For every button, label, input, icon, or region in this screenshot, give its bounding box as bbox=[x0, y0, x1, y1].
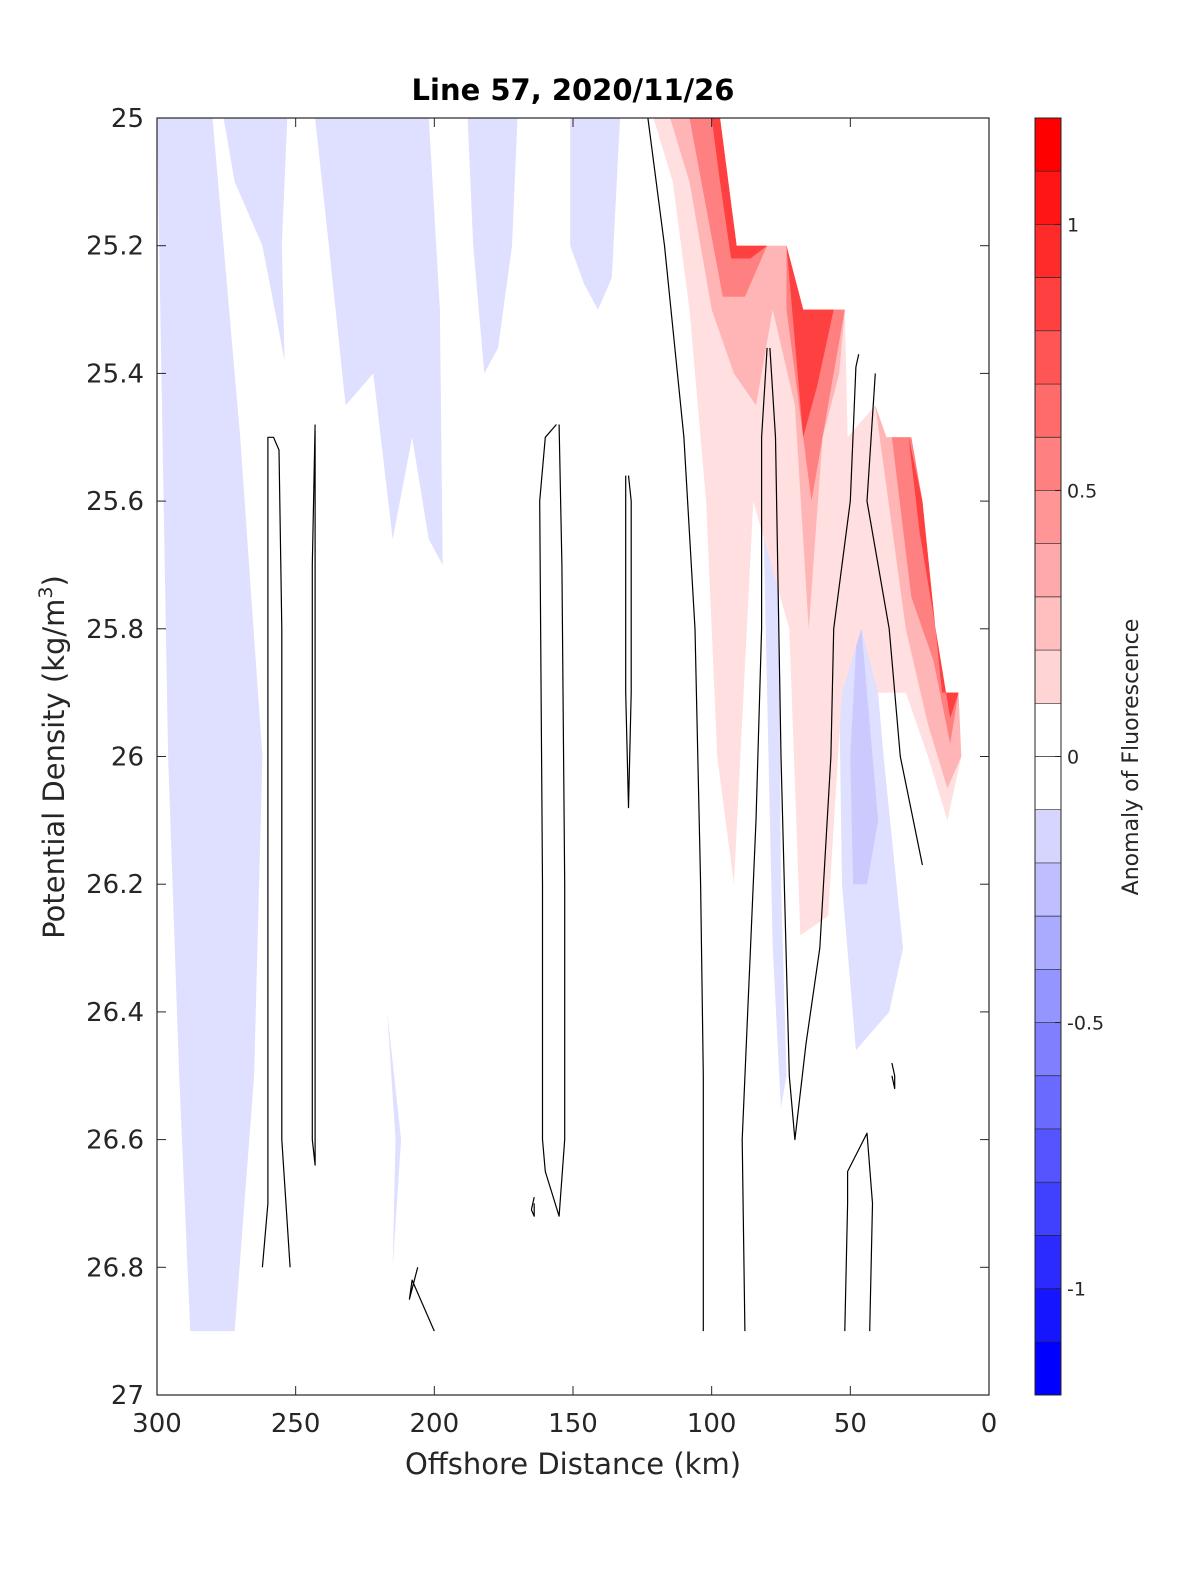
contour-line bbox=[539, 424, 566, 1217]
colorbar-band bbox=[1035, 384, 1061, 438]
colorbar: -1 -0.5 0 0.5 1 Anomaly of Fluorescence bbox=[1034, 117, 1144, 1396]
negative-anomaly-region bbox=[157, 118, 263, 1332]
colorbar-label: Anomaly of Fluorescence bbox=[1119, 619, 1144, 896]
y-axis-ticks: 25 25.2 25.4 25.6 25.8 26 26.2 26.4 26.6 26.8 27 bbox=[86, 104, 989, 1411]
negative-anomaly-region bbox=[761, 437, 787, 1108]
x-axis-label: Offshore Distance (km) bbox=[405, 1447, 741, 1481]
colorbar-bands bbox=[1035, 118, 1061, 1396]
y-tick-label: 25.8 bbox=[86, 615, 144, 645]
plot-area: 300 250 200 150 100 50 0 2525.225.425.625.8262… bbox=[86, 104, 997, 1439]
y-tick-label: 25 bbox=[111, 104, 144, 134]
y-tick-label: 26.8 bbox=[86, 1253, 144, 1283]
contour-line bbox=[530, 1196, 535, 1217]
colorbar-band bbox=[1035, 224, 1061, 279]
negative-anomaly-region bbox=[223, 118, 288, 361]
contour-lines bbox=[261, 118, 923, 1332]
colorbar-tick-label: 0.5 bbox=[1067, 480, 1097, 502]
y-axis-label-close: ) bbox=[37, 575, 71, 586]
negative-anomaly-region bbox=[850, 596, 879, 885]
y-tick-label: 26.6 bbox=[86, 1126, 144, 1156]
y-axis-label-superscript: 3 bbox=[35, 586, 57, 598]
positive-anomaly-region bbox=[786, 245, 834, 438]
contour-line bbox=[311, 424, 316, 1166]
colorbar-band bbox=[1035, 437, 1061, 491]
colorbar-band bbox=[1035, 171, 1061, 225]
contour-line bbox=[408, 1267, 435, 1332]
positive-anomaly-region bbox=[711, 118, 768, 259]
y-tick-label: 26.2 bbox=[86, 870, 144, 900]
colorbar-band bbox=[1035, 1022, 1061, 1077]
colorbar-band bbox=[1035, 1288, 1061, 1343]
contour-line bbox=[866, 373, 923, 866]
x-axis-ticks: 300 250 200 150 100 50 0 bbox=[132, 118, 997, 1439]
contour-line bbox=[625, 475, 632, 809]
y-tick-label: 25.4 bbox=[86, 359, 144, 389]
colorbar-tick-label: -1 bbox=[1067, 1279, 1086, 1301]
positive-anomaly-region bbox=[891, 437, 959, 744]
contour-line bbox=[891, 1062, 896, 1090]
x-tick-label: 200 bbox=[410, 1409, 460, 1439]
chart-title: Line 57, 2020/11/26 bbox=[412, 73, 735, 107]
y-tick-label: 25.6 bbox=[86, 487, 144, 517]
x-tick-label: 0 bbox=[981, 1409, 998, 1439]
contour-line bbox=[261, 436, 291, 1268]
x-tick-label: 300 bbox=[132, 1409, 182, 1439]
negative-anomaly-region bbox=[315, 118, 443, 565]
colorbar-tick-label: 0 bbox=[1067, 747, 1079, 769]
contour-line bbox=[741, 347, 768, 1332]
negative-anomaly-region bbox=[387, 1011, 402, 1268]
positive-anomaly-region bbox=[908, 437, 959, 719]
colorbar-band bbox=[1035, 596, 1061, 651]
colorbar-band bbox=[1035, 756, 1061, 811]
filled-contours bbox=[157, 118, 962, 1332]
colorbar-band bbox=[1035, 650, 1061, 704]
colorbar-band bbox=[1035, 703, 1061, 757]
y-axis-label: Potential Density (kg/m3) bbox=[35, 575, 71, 939]
colorbar-ticks: -1 -0.5 0 0.5 1 bbox=[1055, 214, 1104, 1301]
colorbar-band bbox=[1035, 1235, 1061, 1290]
colorbar-tick-label: -0.5 bbox=[1067, 1013, 1104, 1035]
negative-anomaly-region bbox=[570, 118, 621, 310]
negative-anomaly-region bbox=[467, 118, 518, 374]
y-tick-label: 26.4 bbox=[86, 998, 144, 1028]
colorbar-band bbox=[1035, 1128, 1061, 1183]
colorbar-band bbox=[1035, 543, 1061, 598]
x-tick-label: 100 bbox=[687, 1409, 737, 1439]
colorbar-band bbox=[1035, 490, 1061, 545]
colorbar-band bbox=[1035, 277, 1061, 332]
colorbar-band bbox=[1035, 118, 1061, 172]
x-tick-label: 250 bbox=[271, 1409, 321, 1439]
colorbar-band bbox=[1035, 1182, 1061, 1236]
colorbar-band bbox=[1035, 969, 1061, 1024]
contour-line bbox=[769, 347, 860, 1141]
y-axis-label-main: Potential Density (kg/m bbox=[37, 599, 71, 939]
colorbar-tick-label: 1 bbox=[1067, 214, 1079, 236]
y-tick-label: 25.2 bbox=[86, 232, 144, 262]
colorbar-band bbox=[1035, 916, 1061, 970]
colorbar-band bbox=[1035, 862, 1061, 917]
x-tick-label: 150 bbox=[548, 1409, 598, 1439]
contour-line bbox=[647, 118, 704, 1332]
y-tick-label: 27 bbox=[111, 1381, 144, 1411]
x-tick-label: 50 bbox=[834, 1409, 867, 1439]
colorbar-band bbox=[1035, 809, 1061, 864]
colorbar-band bbox=[1035, 330, 1061, 385]
contour-line bbox=[844, 1132, 874, 1332]
y-tick-label: 26 bbox=[111, 743, 144, 773]
colorbar-band bbox=[1035, 1341, 1061, 1396]
colorbar-band bbox=[1035, 1075, 1061, 1130]
